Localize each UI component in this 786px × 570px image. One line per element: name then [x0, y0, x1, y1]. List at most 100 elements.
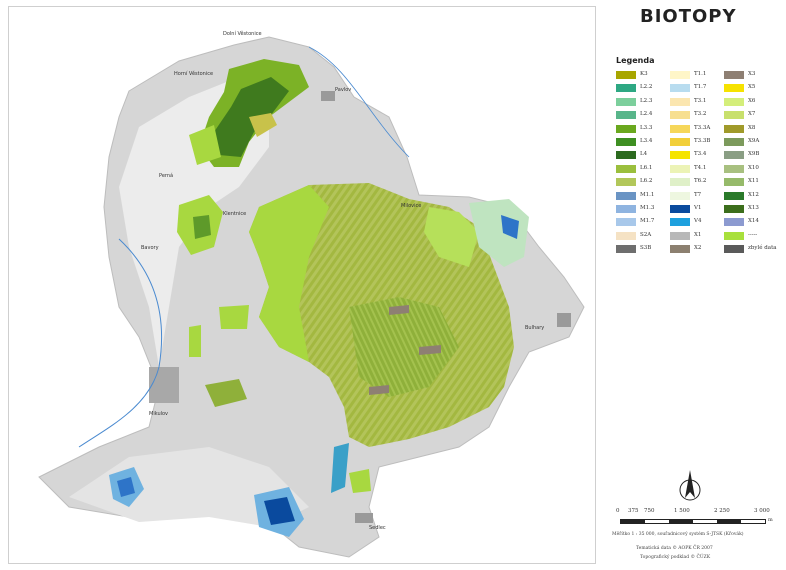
- legend-swatch: [616, 138, 636, 146]
- place-label-dolni-vestonice: Dolní Věstonice: [223, 31, 262, 37]
- south-pond-west-inner: [117, 477, 135, 497]
- legend-swatch: [724, 138, 744, 146]
- village-mikulov: [149, 367, 179, 403]
- legend-label: T3.3A: [694, 124, 711, 131]
- place-label-milovice: Milovice: [401, 203, 422, 209]
- legend-item: S3B: [616, 244, 672, 254]
- legend-swatch: [616, 231, 636, 240]
- legend-swatch: [670, 97, 690, 106]
- scale-label: 2 250: [714, 508, 730, 514]
- legend-swatch: [724, 205, 744, 213]
- legend-label: L6.1: [640, 164, 653, 171]
- forest-brown-2: [419, 345, 441, 355]
- place-label-sedlec: Sedlec: [369, 525, 386, 531]
- legend-item: X5: [724, 83, 780, 93]
- legend-item: X13: [724, 204, 780, 214]
- legend-item: X14: [724, 217, 780, 227]
- legend-swatch: [616, 111, 636, 120]
- patch-klentnice-dark: [193, 215, 211, 239]
- legend-item: X6: [724, 97, 780, 107]
- legend-label: X8: [748, 124, 756, 131]
- river-dyje: [78, 238, 163, 448]
- legend-swatch: [670, 124, 690, 133]
- legend-swatch: [724, 178, 744, 187]
- legend-label: T6.2: [694, 178, 707, 185]
- legend-label: X2: [694, 245, 702, 252]
- legend-label: T1.1: [694, 71, 707, 77]
- patch-west-small-2: [189, 325, 201, 357]
- legend-swatch: [670, 178, 690, 187]
- place-label-mikulov: Mikulov: [149, 411, 169, 417]
- legend-swatch: [670, 205, 690, 213]
- map-frame[interactable]: Dolní Věstonice Horní Věstonice Pavlov P…: [8, 6, 596, 564]
- legend-swatch: [616, 205, 636, 213]
- forest-brown-1: [389, 305, 409, 315]
- legend-swatch: [616, 191, 636, 200]
- legend-label: L3.3: [640, 124, 653, 131]
- legend-item: T3.3A: [670, 124, 726, 134]
- legend-item: X1: [670, 231, 726, 241]
- legend-swatch: [670, 218, 690, 227]
- north-arrow-icon: [679, 470, 701, 501]
- legend-label: S2A: [640, 231, 652, 238]
- legend-label: T1.7: [694, 84, 707, 91]
- forest-bright-patch: [189, 125, 221, 165]
- forest-brown-3: [369, 385, 389, 395]
- legend-swatch: [724, 231, 744, 240]
- legend-item: X9B: [724, 150, 780, 160]
- legend-item: K3: [616, 70, 672, 80]
- legend-item: T3.2: [670, 110, 726, 120]
- place-label-klentnice: Klentnice: [223, 211, 247, 217]
- legend-swatch: [670, 111, 690, 120]
- legend-item: M1.3: [616, 204, 672, 214]
- legend-swatch: [724, 245, 744, 254]
- legend-item: T3.3B: [670, 137, 726, 147]
- legend-swatch: [670, 84, 690, 93]
- legend-swatch: [670, 191, 690, 200]
- legend-label: T3.2: [694, 111, 707, 118]
- legend-swatch: [724, 151, 744, 160]
- legend-label: X5: [748, 84, 756, 91]
- legend-swatch: [616, 71, 636, 79]
- village-pavlov: [321, 91, 335, 101]
- map-canvas[interactable]: [9, 7, 595, 563]
- legend-label: X3: [748, 71, 756, 77]
- place-label-horni-vestonice: Horní Věstonice: [174, 71, 214, 77]
- scale-labels: 0 375 750 1 500 2 250 3 000: [616, 508, 776, 516]
- legend-item: T6.2: [670, 177, 726, 187]
- legend-label: L2.3: [640, 97, 653, 104]
- legend-label: T4.1: [694, 164, 707, 171]
- scale-label: 3 000: [754, 508, 770, 514]
- legend-item: T1.1: [670, 70, 726, 80]
- legend-swatch: [670, 231, 690, 240]
- legend-item: L6.1: [616, 164, 672, 174]
- forest-yellow-patch: [249, 113, 277, 137]
- legend-item: L6.2: [616, 177, 672, 187]
- legend-item: M1.7: [616, 217, 672, 227]
- legend-swatch: [724, 84, 744, 93]
- place-label-bavory: Bavory: [141, 245, 159, 251]
- legend-label: T3.1: [694, 97, 707, 104]
- legend-label: X14: [748, 218, 759, 225]
- note-topographic: Topografický podklad © ČÚZK: [640, 555, 711, 560]
- legend-swatch: [616, 97, 636, 106]
- legend-swatch: [670, 71, 690, 79]
- legend-swatch: [670, 245, 690, 254]
- scale-bar: [620, 519, 766, 524]
- legend-label: X7: [748, 111, 756, 118]
- scale-unit: m: [768, 517, 773, 523]
- legend-label: V1: [694, 205, 702, 211]
- legend-swatch: [724, 218, 744, 227]
- legend-label: L2.4: [640, 111, 653, 118]
- legend-label: X1: [694, 231, 702, 238]
- legend-item: T1.7: [670, 83, 726, 93]
- south-patch: [349, 469, 371, 493]
- legend-label: M1.1: [640, 191, 655, 198]
- legend-item: X11: [724, 177, 780, 187]
- legend-item: L3.3: [616, 124, 672, 134]
- legend-item: X3: [724, 70, 780, 80]
- legend-item: T3.4: [670, 150, 726, 160]
- legend-item: -----: [724, 231, 780, 241]
- village-sedlec: [355, 513, 373, 523]
- south-strip: [331, 443, 349, 493]
